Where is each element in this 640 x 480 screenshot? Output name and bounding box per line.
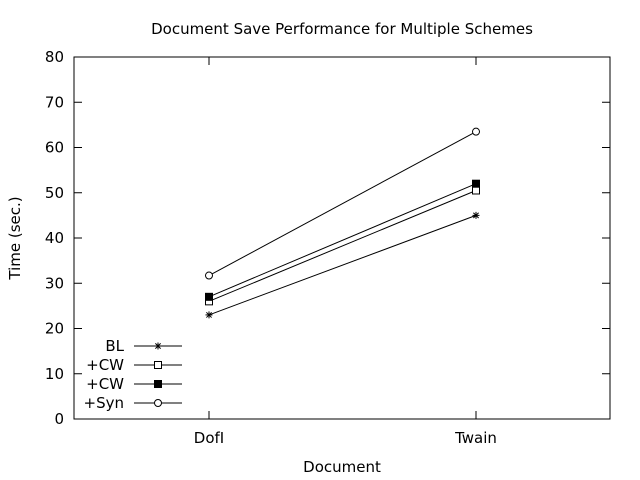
y-tick-label: 20 [45,320,64,338]
data-point-2-1 [472,179,480,188]
series-line-3 [208,131,477,276]
data-point-0-0 [205,311,213,319]
chart-title: Document Save Performance for Multiple S… [151,20,533,38]
series-lines [208,131,477,316]
y-tick-label: 0 [54,410,64,428]
x-axis-title: Document [303,458,381,476]
y-axis-title: Time (sec.) [6,196,24,280]
data-point-1-1 [472,186,480,195]
series-line-2 [208,183,477,298]
y-tick-label: 50 [45,184,64,202]
y-tick-label: 10 [45,365,64,383]
series-line-0 [208,214,477,316]
x-tick-label: DofI [194,429,224,447]
x-tick-label: Twain [454,429,497,447]
legend-label: +CW [86,356,124,374]
y-tick-label: 40 [45,229,64,247]
series-markers [205,127,480,319]
legend-marker [154,399,162,407]
data-point-2-0 [205,292,213,301]
legend-label: BL [105,337,124,355]
series-line-1 [208,190,477,302]
data-point-0-1 [472,211,480,219]
x-axis: DofI Twain [194,57,497,447]
legend-label: +Syn [84,394,124,412]
y-tick-label: 60 [45,139,64,157]
legend-label: +CW [86,375,124,393]
y-axis: 0 10 20 30 40 50 60 70 80 [45,48,610,428]
y-tick-label: 70 [45,93,64,111]
data-point-3-1 [472,127,480,136]
legend-marker [154,361,162,369]
legend-marker [154,342,162,350]
legend-marker [154,380,162,388]
y-tick-label: 30 [45,274,64,292]
legend: BL+CW+CW+Syn [84,337,182,412]
y-tick-label: 80 [45,48,64,66]
data-point-3-0 [205,271,213,280]
